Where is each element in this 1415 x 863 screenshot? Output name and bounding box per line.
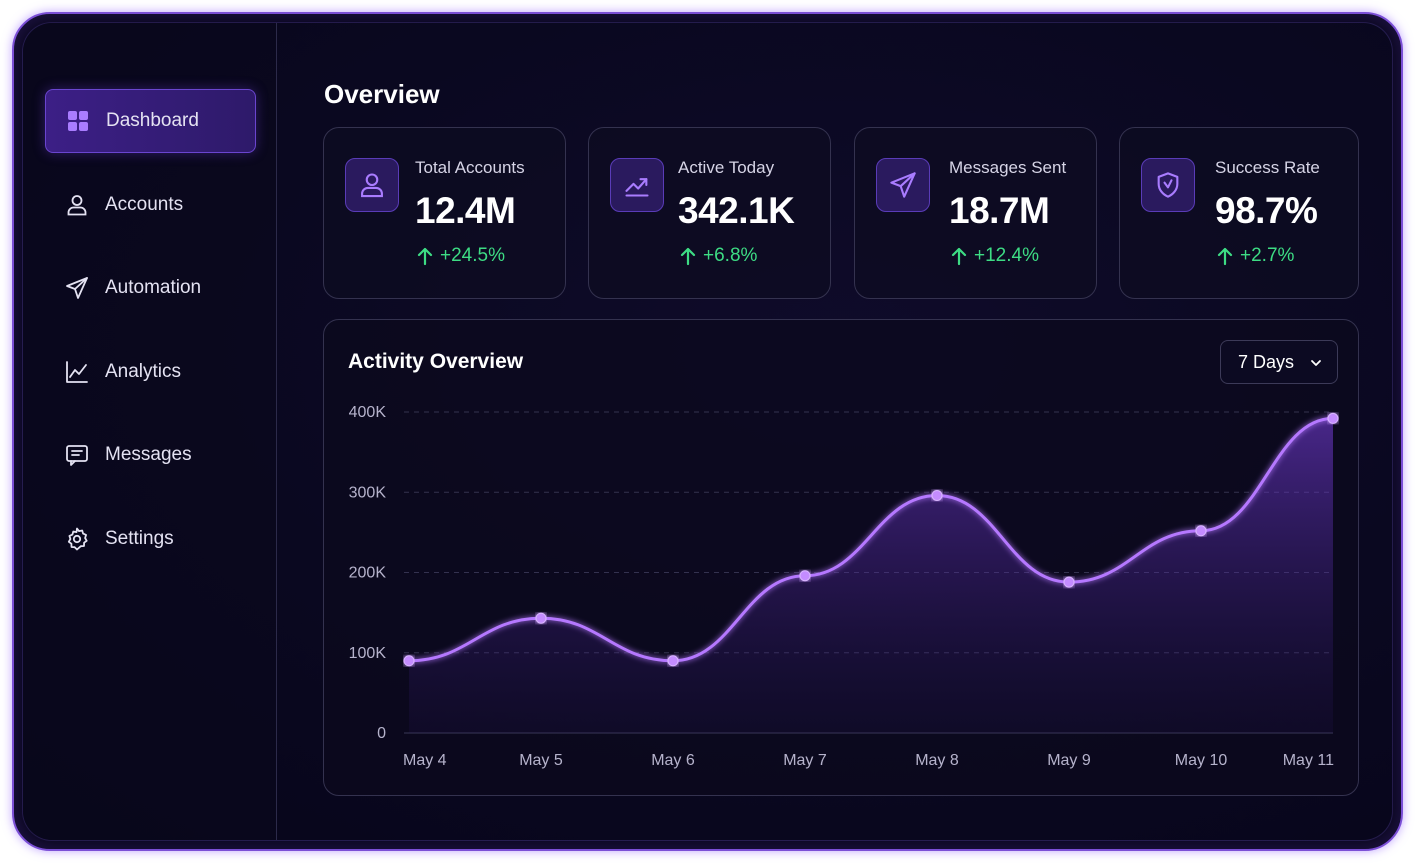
stat-card-messages-sent: Messages Sent 18.7M +12.4%	[854, 127, 1097, 299]
stat-value: 98.7%	[1215, 190, 1318, 231]
x-tick-label: May 7	[783, 752, 827, 769]
y-tick-label: 400K	[349, 404, 387, 421]
trend-icon	[610, 158, 664, 212]
sidebar-item-analytics[interactable]: Analytics	[45, 340, 256, 404]
area-fill	[409, 418, 1333, 733]
sidebar-item-messages[interactable]: Messages	[45, 423, 256, 487]
sidebar: Dashboard Accounts Automation Analytics	[23, 23, 277, 840]
arrow-up-icon	[1217, 247, 1233, 266]
sidebar-item-label: Dashboard	[106, 110, 199, 131]
shield-icon	[1141, 158, 1195, 212]
stat-card-active-today: Active Today 342.1K +6.8%	[588, 127, 831, 299]
sidebar-item-label: Automation	[105, 277, 202, 298]
y-tick-label: 0	[377, 725, 386, 742]
stat-label: Success Rate	[1215, 158, 1320, 177]
app-frame: Dashboard Accounts Automation Analytics	[12, 12, 1403, 851]
stat-label: Active Today	[678, 158, 775, 177]
chevron-down-icon	[1311, 360, 1321, 366]
sidebar-item-label: Settings	[105, 528, 174, 549]
x-tick-label: May 6	[651, 752, 695, 769]
stat-change-text: +6.8%	[703, 245, 758, 266]
data-point[interactable]	[931, 489, 943, 501]
data-point[interactable]	[403, 655, 415, 667]
send-icon	[876, 158, 930, 212]
stat-change: +12.4%	[950, 245, 1039, 267]
y-tick-label: 300K	[349, 484, 387, 501]
stat-change: +2.7%	[1216, 245, 1294, 267]
stat-change-text: +2.7%	[1240, 245, 1295, 266]
x-tick-label: May 10	[1175, 752, 1228, 769]
stat-change-text: +24.5%	[440, 245, 505, 266]
stat-change-text: +12.4%	[974, 245, 1039, 266]
stat-change: +6.8%	[679, 245, 757, 267]
user-icon	[345, 158, 399, 212]
arrow-up-icon	[680, 247, 696, 266]
sidebar-item-dashboard[interactable]: Dashboard	[45, 89, 256, 153]
stat-card-success-rate: Success Rate 98.7% +2.7%	[1119, 127, 1359, 299]
sidebar-item-label: Analytics	[105, 361, 182, 382]
stat-value: 12.4M	[415, 190, 516, 231]
x-tick-label: May 5	[519, 752, 563, 769]
message-icon	[65, 443, 89, 467]
stat-label: Messages Sent	[949, 158, 1067, 177]
stat-label: Total Accounts	[415, 158, 525, 177]
line-chart-icon	[65, 360, 89, 384]
stat-card-total-accounts: Total Accounts 12.4M +24.5%	[323, 127, 566, 299]
app-window: Dashboard Accounts Automation Analytics	[22, 22, 1393, 841]
arrow-up-icon	[951, 247, 967, 266]
user-icon	[65, 193, 89, 217]
page-title: Overview	[324, 79, 440, 109]
sidebar-item-automation[interactable]: Automation	[45, 256, 256, 320]
arrow-up-icon	[417, 247, 433, 266]
stat-value: 18.7M	[949, 190, 1050, 231]
data-point[interactable]	[667, 655, 679, 667]
activity-chart: 0 100K 200K 300K 400K May 4 May 5 May 6 May 7 May…	[349, 404, 1339, 769]
chart-title: Activity Overview	[348, 350, 524, 373]
stat-change: +24.5%	[416, 245, 505, 267]
send-icon	[65, 276, 89, 300]
sidebar-item-accounts[interactable]: Accounts	[45, 173, 256, 237]
x-tick-label: May 8	[915, 752, 959, 769]
range-dropdown[interactable]: 7 Days	[1220, 340, 1338, 384]
sidebar-item-label: Accounts	[105, 194, 184, 215]
data-point[interactable]	[1327, 412, 1339, 424]
y-tick-label: 100K	[349, 645, 387, 662]
grid-icon	[66, 109, 90, 133]
data-point[interactable]	[535, 612, 547, 624]
activity-chart-card: Activity Overview 7 Days	[323, 319, 1359, 796]
sidebar-item-settings[interactable]: Settings	[45, 507, 256, 571]
y-tick-label: 200K	[349, 565, 387, 582]
gear-icon	[65, 527, 89, 551]
x-tick-label: May 4	[403, 752, 447, 769]
data-point[interactable]	[1195, 525, 1207, 537]
sidebar-item-label: Messages	[105, 444, 192, 465]
x-tick-label: May 9	[1047, 752, 1091, 769]
data-point[interactable]	[799, 570, 811, 582]
stat-value: 342.1K	[678, 190, 795, 231]
x-tick-label: May 11	[1283, 752, 1334, 769]
range-dropdown-value: 7 Days	[1238, 351, 1295, 372]
data-point[interactable]	[1063, 576, 1075, 588]
